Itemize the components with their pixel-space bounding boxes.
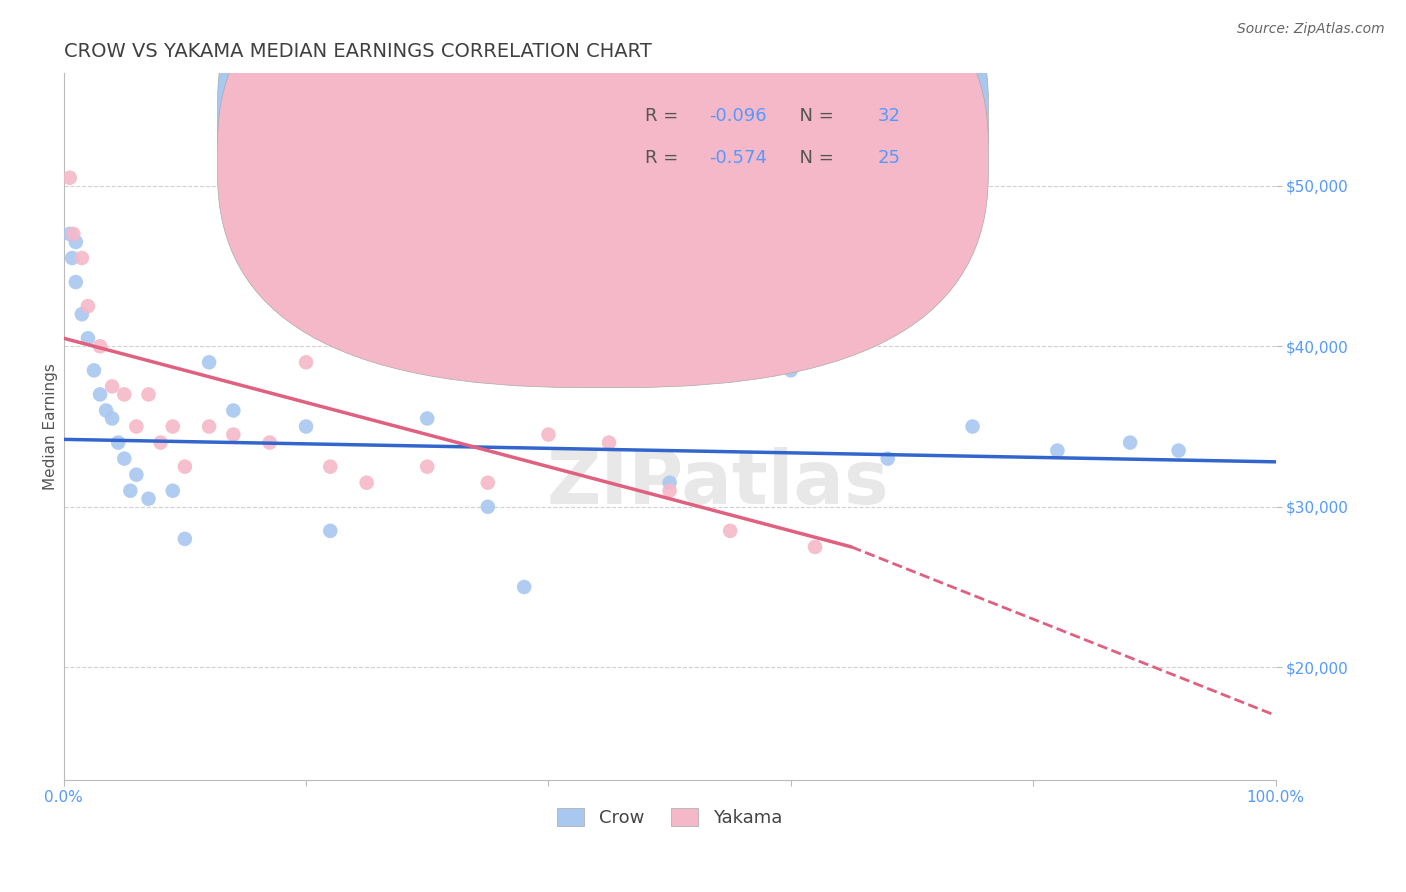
Text: -0.096: -0.096 [710, 107, 768, 125]
Point [804, 540, 827, 554]
Point [477, 475, 499, 490]
Point [101, 379, 124, 393]
Point [962, 419, 984, 434]
Text: Source: ZipAtlas.com: Source: ZipAtlas.com [1237, 22, 1385, 37]
Point [779, 363, 801, 377]
Point [89, 339, 111, 353]
Point [70, 307, 93, 321]
Point [1167, 443, 1189, 458]
Point [537, 427, 560, 442]
Point [477, 500, 499, 514]
Point [77, 299, 100, 313]
Point [107, 435, 129, 450]
Point [138, 491, 160, 506]
Point [319, 524, 342, 538]
Point [295, 419, 318, 434]
Point [598, 435, 620, 450]
FancyBboxPatch shape [218, 0, 988, 345]
Point [1119, 435, 1142, 450]
Point [1046, 443, 1069, 458]
Point [173, 532, 195, 546]
Text: CROW VS YAKAMA MEDIAN EARNINGS CORRELATION CHART: CROW VS YAKAMA MEDIAN EARNINGS CORRELATI… [63, 42, 651, 61]
Point [125, 419, 148, 434]
Point [198, 419, 221, 434]
Point [77, 331, 100, 345]
Point [198, 355, 221, 369]
Point [112, 451, 135, 466]
Point [356, 475, 378, 490]
FancyBboxPatch shape [561, 91, 984, 197]
Text: N =: N = [789, 149, 839, 167]
Point [125, 467, 148, 482]
Point [60, 251, 83, 265]
Point [89, 387, 111, 401]
Point [101, 411, 124, 425]
Point [295, 355, 318, 369]
Point [876, 451, 898, 466]
Point [222, 403, 245, 417]
Legend: Crow, Yakama: Crow, Yakama [550, 800, 789, 834]
Point [59, 170, 82, 185]
Text: 25: 25 [877, 149, 901, 167]
Point [138, 387, 160, 401]
Point [319, 459, 342, 474]
Point [162, 483, 184, 498]
Text: -0.574: -0.574 [710, 149, 768, 167]
Point [112, 387, 135, 401]
Point [162, 419, 184, 434]
Point [65, 235, 87, 249]
Point [70, 251, 93, 265]
Point [120, 483, 142, 498]
Point [62, 227, 84, 241]
Text: ZIPatlas: ZIPatlas [547, 447, 890, 519]
Y-axis label: Median Earnings: Median Earnings [44, 363, 58, 490]
Point [149, 435, 172, 450]
Point [513, 580, 536, 594]
FancyBboxPatch shape [218, 0, 988, 388]
Point [718, 524, 741, 538]
Point [173, 459, 195, 474]
Point [718, 154, 741, 169]
Point [94, 403, 117, 417]
Text: 32: 32 [877, 107, 901, 125]
Point [416, 459, 439, 474]
Point [59, 227, 82, 241]
Point [65, 275, 87, 289]
Point [658, 483, 681, 498]
Point [222, 427, 245, 442]
Point [83, 363, 105, 377]
Point [259, 435, 281, 450]
Point [416, 411, 439, 425]
Text: R =: R = [645, 149, 685, 167]
Text: R =: R = [645, 107, 685, 125]
Point [658, 475, 681, 490]
Text: N =: N = [789, 107, 839, 125]
